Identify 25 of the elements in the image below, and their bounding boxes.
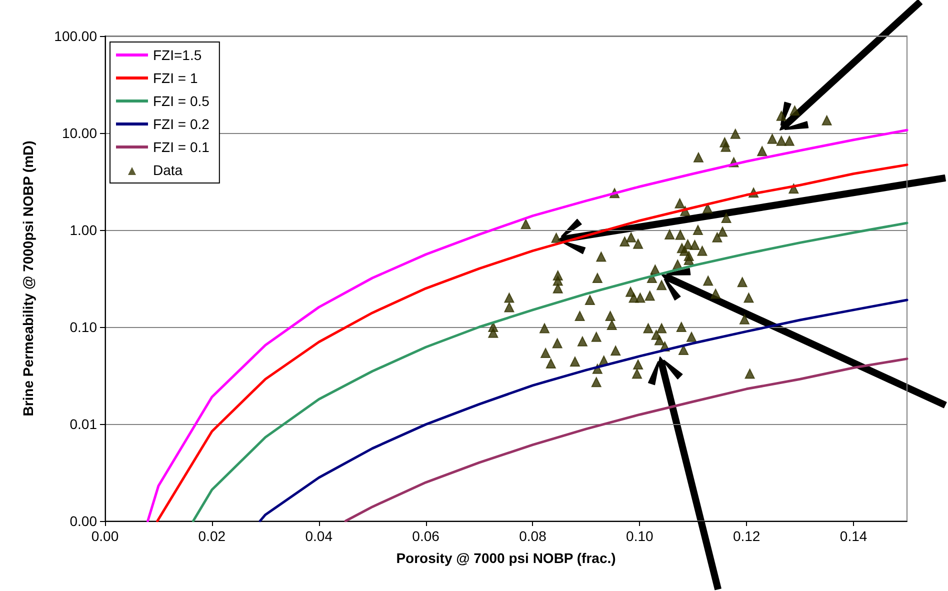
legend-label: FZI = 1 (153, 70, 198, 86)
x-tick-label: 0.06 (412, 528, 440, 544)
y-tick-label: 0.01 (70, 416, 98, 432)
line-series (344, 358, 908, 522)
legend-label: Data (153, 162, 183, 178)
x-tick-label: 0.14 (840, 528, 868, 544)
x-axis-title: Porosity @ 7000 psi NOBP (frac.) (396, 550, 616, 566)
y-axis-title: Brine Permeability @ 7000psi NOBP (mD) (20, 140, 36, 416)
x-tick-label: 0.12 (732, 528, 760, 544)
y-tick-label: 100.00 (54, 28, 98, 44)
x-tick-label: 0.02 (198, 528, 226, 544)
legend-label: FZI = 0.2 (153, 116, 210, 132)
y-tick-label: 0.00 (70, 513, 98, 529)
x-tick-label: 0.04 (305, 528, 333, 544)
y-tick-label: 1.00 (70, 222, 98, 238)
line-series (192, 222, 908, 522)
y-tick-label: 10.00 (62, 125, 98, 141)
x-tick-label: 0.00 (91, 528, 119, 544)
x-tick-label: 0.10 (626, 528, 654, 544)
y-tick-label: 0.10 (70, 319, 98, 335)
legend-label: FZI = 0.5 (153, 93, 210, 109)
legend-label: FZI = 0.1 (153, 139, 210, 155)
line-series (258, 298, 908, 522)
legend-label: FZI=1.5 (153, 47, 202, 63)
x-tick-label: 0.08 (519, 528, 547, 544)
